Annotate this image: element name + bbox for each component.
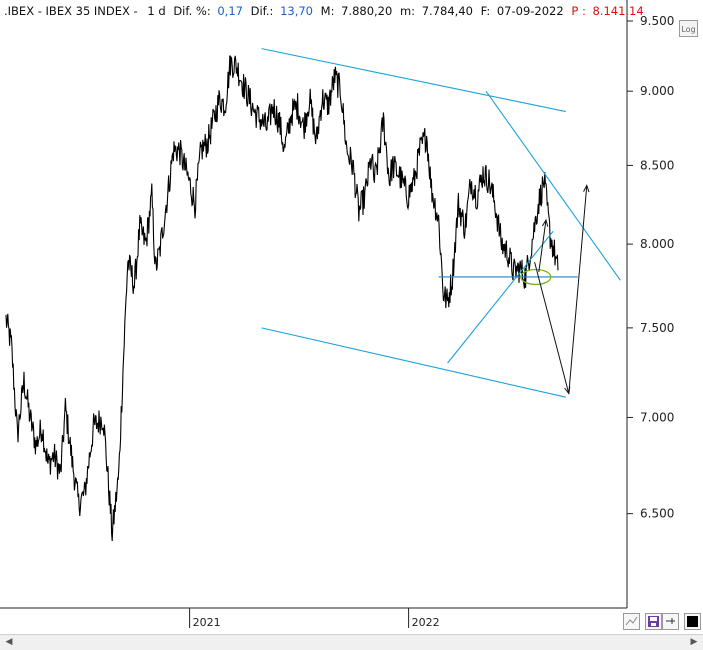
y-tick-label: 8.500 [640, 158, 674, 172]
horizontal-scrollbar[interactable]: ◀ ▶ [0, 634, 703, 650]
arrow-head [583, 184, 590, 193]
color-swatch-icon[interactable] [684, 613, 701, 630]
pin-icon[interactable] [662, 613, 679, 630]
dif-label: Dif.: [251, 4, 274, 18]
period-label: 1 d [147, 4, 165, 18]
max-label: M: [321, 4, 335, 18]
y-tick-label: 7.000 [640, 410, 674, 424]
x-axis: 2021 2022 [189, 608, 440, 629]
log-scale-toggle[interactable]: Log [679, 20, 698, 37]
dif-pct-label: Dif. %: [173, 4, 210, 18]
price-value: 8.141,14 [592, 4, 643, 18]
x-tick-label: 2021 [193, 616, 221, 629]
chevron-left-icon[interactable]: ◀ [5, 637, 13, 647]
trend-line[interactable] [485, 90, 621, 281]
y-axis: 9.500 9.000 8.500 8.000 7.500 7.000 6.500 [627, 14, 674, 521]
max-value: 7.880,20 [341, 4, 392, 18]
arrow-head [541, 218, 549, 227]
x-tick-label: 2022 [412, 616, 440, 629]
chevron-right-icon[interactable]: ▶ [690, 637, 698, 647]
chart-zoom-glyph [625, 616, 638, 626]
price-label: P : [571, 4, 585, 18]
price-series-line[interactable] [5, 55, 559, 542]
min-value: 7.784,40 [422, 4, 473, 18]
date-label: F: [481, 4, 491, 18]
projection-arrow[interactable] [538, 219, 547, 273]
y-tick-label: 8.000 [640, 237, 674, 251]
trend-line[interactable] [261, 48, 566, 113]
y-tick-label: 9.000 [640, 84, 674, 98]
arrow-head [564, 386, 571, 395]
dif-pct-value: 0,17 [217, 4, 243, 18]
symbol-label: .IBEX - IBEX 35 INDEX - [4, 4, 138, 18]
save-icon[interactable] [645, 613, 662, 630]
annotations-layer[interactable] [261, 48, 621, 398]
dif-value: 13,70 [280, 4, 313, 18]
trend-line[interactable] [261, 327, 566, 398]
plot-area[interactable] [5, 55, 559, 542]
y-tick-label: 9.500 [640, 14, 674, 28]
date-value: 07-09-2022 [497, 4, 564, 18]
y-tick-label: 7.500 [640, 321, 674, 335]
trend-line[interactable] [447, 230, 554, 364]
quote-header: .IBEX - IBEX 35 INDEX - 1 d Dif. %: 0,17… [4, 4, 644, 18]
pin-glyph [666, 618, 675, 624]
min-label: m: [400, 4, 415, 18]
color-swatch-glyph [687, 616, 698, 627]
chart-zoom-icon[interactable] [623, 613, 640, 630]
support-ellipse[interactable] [520, 268, 552, 286]
y-tick-label: 6.500 [640, 507, 674, 521]
save-glyph [648, 616, 659, 627]
